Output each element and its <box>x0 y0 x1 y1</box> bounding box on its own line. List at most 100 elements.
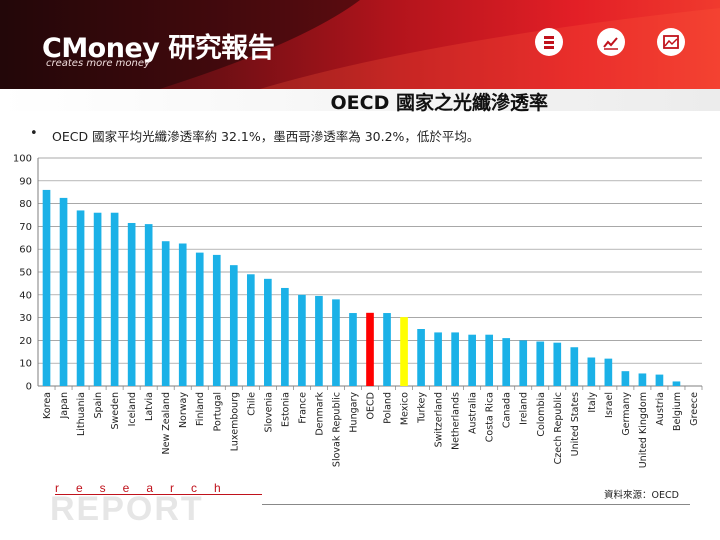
bar <box>110 212 119 386</box>
x-tick-label: Australia <box>468 392 479 434</box>
bar <box>93 212 102 386</box>
source-note: 資料來源：OECD <box>604 490 679 501</box>
x-tick-label: Chile <box>246 392 257 416</box>
x-tick-label: Sweden <box>110 392 121 430</box>
x-tick-label: Korea <box>42 392 53 419</box>
x-tick-label: Iceland <box>127 392 138 426</box>
bar <box>264 278 272 386</box>
bar <box>570 347 579 386</box>
bar <box>587 357 596 386</box>
bar <box>621 371 630 386</box>
bar <box>349 313 357 386</box>
bar <box>229 265 238 386</box>
bar <box>281 287 289 386</box>
x-tick-label: Portugal <box>212 392 223 431</box>
x-tick-label: New Zealand <box>161 392 172 454</box>
bar <box>298 294 306 386</box>
bar <box>246 274 255 386</box>
bar <box>366 312 374 386</box>
y-tick-label: 40 <box>19 290 32 301</box>
x-tick-label: Czech Republic <box>553 392 564 464</box>
title-band <box>0 89 720 111</box>
bar <box>434 332 442 386</box>
y-tick-label: 80 <box>19 199 32 210</box>
bar <box>195 252 204 386</box>
x-tick-label: Greece <box>689 392 700 426</box>
x-tick-label: Slovak Republic <box>331 392 342 467</box>
x-tick-label: Turkey <box>417 392 428 424</box>
x-tick-label: Japan <box>59 392 70 420</box>
header-banner: CMoney 研究報告 creates more money <box>0 0 720 92</box>
bar <box>468 334 476 386</box>
y-tick-label: 30 <box>19 313 32 324</box>
y-tick-label: 50 <box>19 268 32 279</box>
logo-tagline: creates more money <box>46 58 150 69</box>
x-tick-label: Luxembourg <box>229 392 240 451</box>
x-tick-label: Latvia <box>144 392 155 421</box>
x-tick-label: OECD <box>366 392 377 419</box>
bar <box>144 224 153 386</box>
bar <box>315 295 323 386</box>
bar <box>485 334 494 386</box>
x-tick-label: Germany <box>621 392 632 436</box>
bar <box>536 341 545 386</box>
list-icon[interactable] <box>535 28 563 56</box>
footer-divider <box>262 504 690 505</box>
x-tick-label: Finland <box>195 392 206 426</box>
x-tick-label: Slovenia <box>263 392 274 432</box>
x-tick-label: France <box>297 392 308 424</box>
bar <box>127 222 136 386</box>
picture-chart-icon[interactable] <box>657 28 685 56</box>
bar <box>502 338 511 386</box>
bar <box>519 340 528 386</box>
summary-text: OECD 國家平均光纖滲透率約 32.1%，墨西哥滲透率為 30.2%，低於平均… <box>52 129 480 144</box>
bar <box>451 332 459 386</box>
x-tick-label: Hungary <box>348 392 359 433</box>
bar-chart: 0 10 20 30 40 50 60 70 80 90 100 Korea Japan Lithuani… <box>13 154 703 468</box>
x-tick-label: Italy <box>587 392 598 413</box>
x-tick-label: Austria <box>655 392 666 426</box>
page-title: OECD 國家之光纖滲透率 <box>330 92 548 114</box>
y-tick-label: 90 <box>19 176 32 187</box>
y-tick-label: 60 <box>19 245 32 256</box>
bar <box>76 210 85 386</box>
x-tick-label: Israel <box>604 392 615 418</box>
x-tick-label: Denmark <box>314 392 325 436</box>
y-tick-label: 20 <box>19 336 32 347</box>
bar <box>383 313 391 386</box>
bar <box>59 197 68 386</box>
header-swoosh <box>0 0 720 92</box>
x-tick-label: United States <box>570 392 581 456</box>
x-tick-label: Spain <box>93 392 104 419</box>
footer-red-line <box>55 494 262 495</box>
x-tick-label: Belgium <box>672 392 683 431</box>
bar <box>178 243 187 386</box>
x-tick-label: Estonia <box>280 392 291 427</box>
bar <box>655 374 664 386</box>
x-tick-label: Switzerland <box>434 392 445 447</box>
footer-research-label: research <box>55 481 238 495</box>
bullet-marker: • <box>30 126 38 141</box>
cmoney-logo: CMoney 研究報告 <box>42 33 275 64</box>
x-tick-label: Norway <box>178 392 189 428</box>
bar <box>332 299 340 386</box>
bar <box>672 381 681 386</box>
y-tick-label: 0 <box>26 382 32 393</box>
x-tick-label: Mexico <box>400 392 411 425</box>
bar <box>42 189 51 386</box>
bar <box>604 358 613 386</box>
x-tick-label: Poland <box>383 392 394 424</box>
x-tick-label: Canada <box>502 392 513 428</box>
trend-chart-icon[interactable] <box>597 28 625 56</box>
x-tick-label: Colombia <box>536 392 547 437</box>
x-tick-label: Netherlands <box>451 392 462 450</box>
bar <box>212 254 221 386</box>
bar <box>400 317 408 386</box>
y-tick-label: 70 <box>19 222 32 233</box>
bar <box>161 241 170 386</box>
x-tick-label: Lithuania <box>76 392 87 436</box>
bar <box>417 329 425 386</box>
x-tick-label: Costa Rica <box>485 392 496 442</box>
bar <box>553 342 562 386</box>
x-tick-label: United Kingdom <box>638 392 649 468</box>
